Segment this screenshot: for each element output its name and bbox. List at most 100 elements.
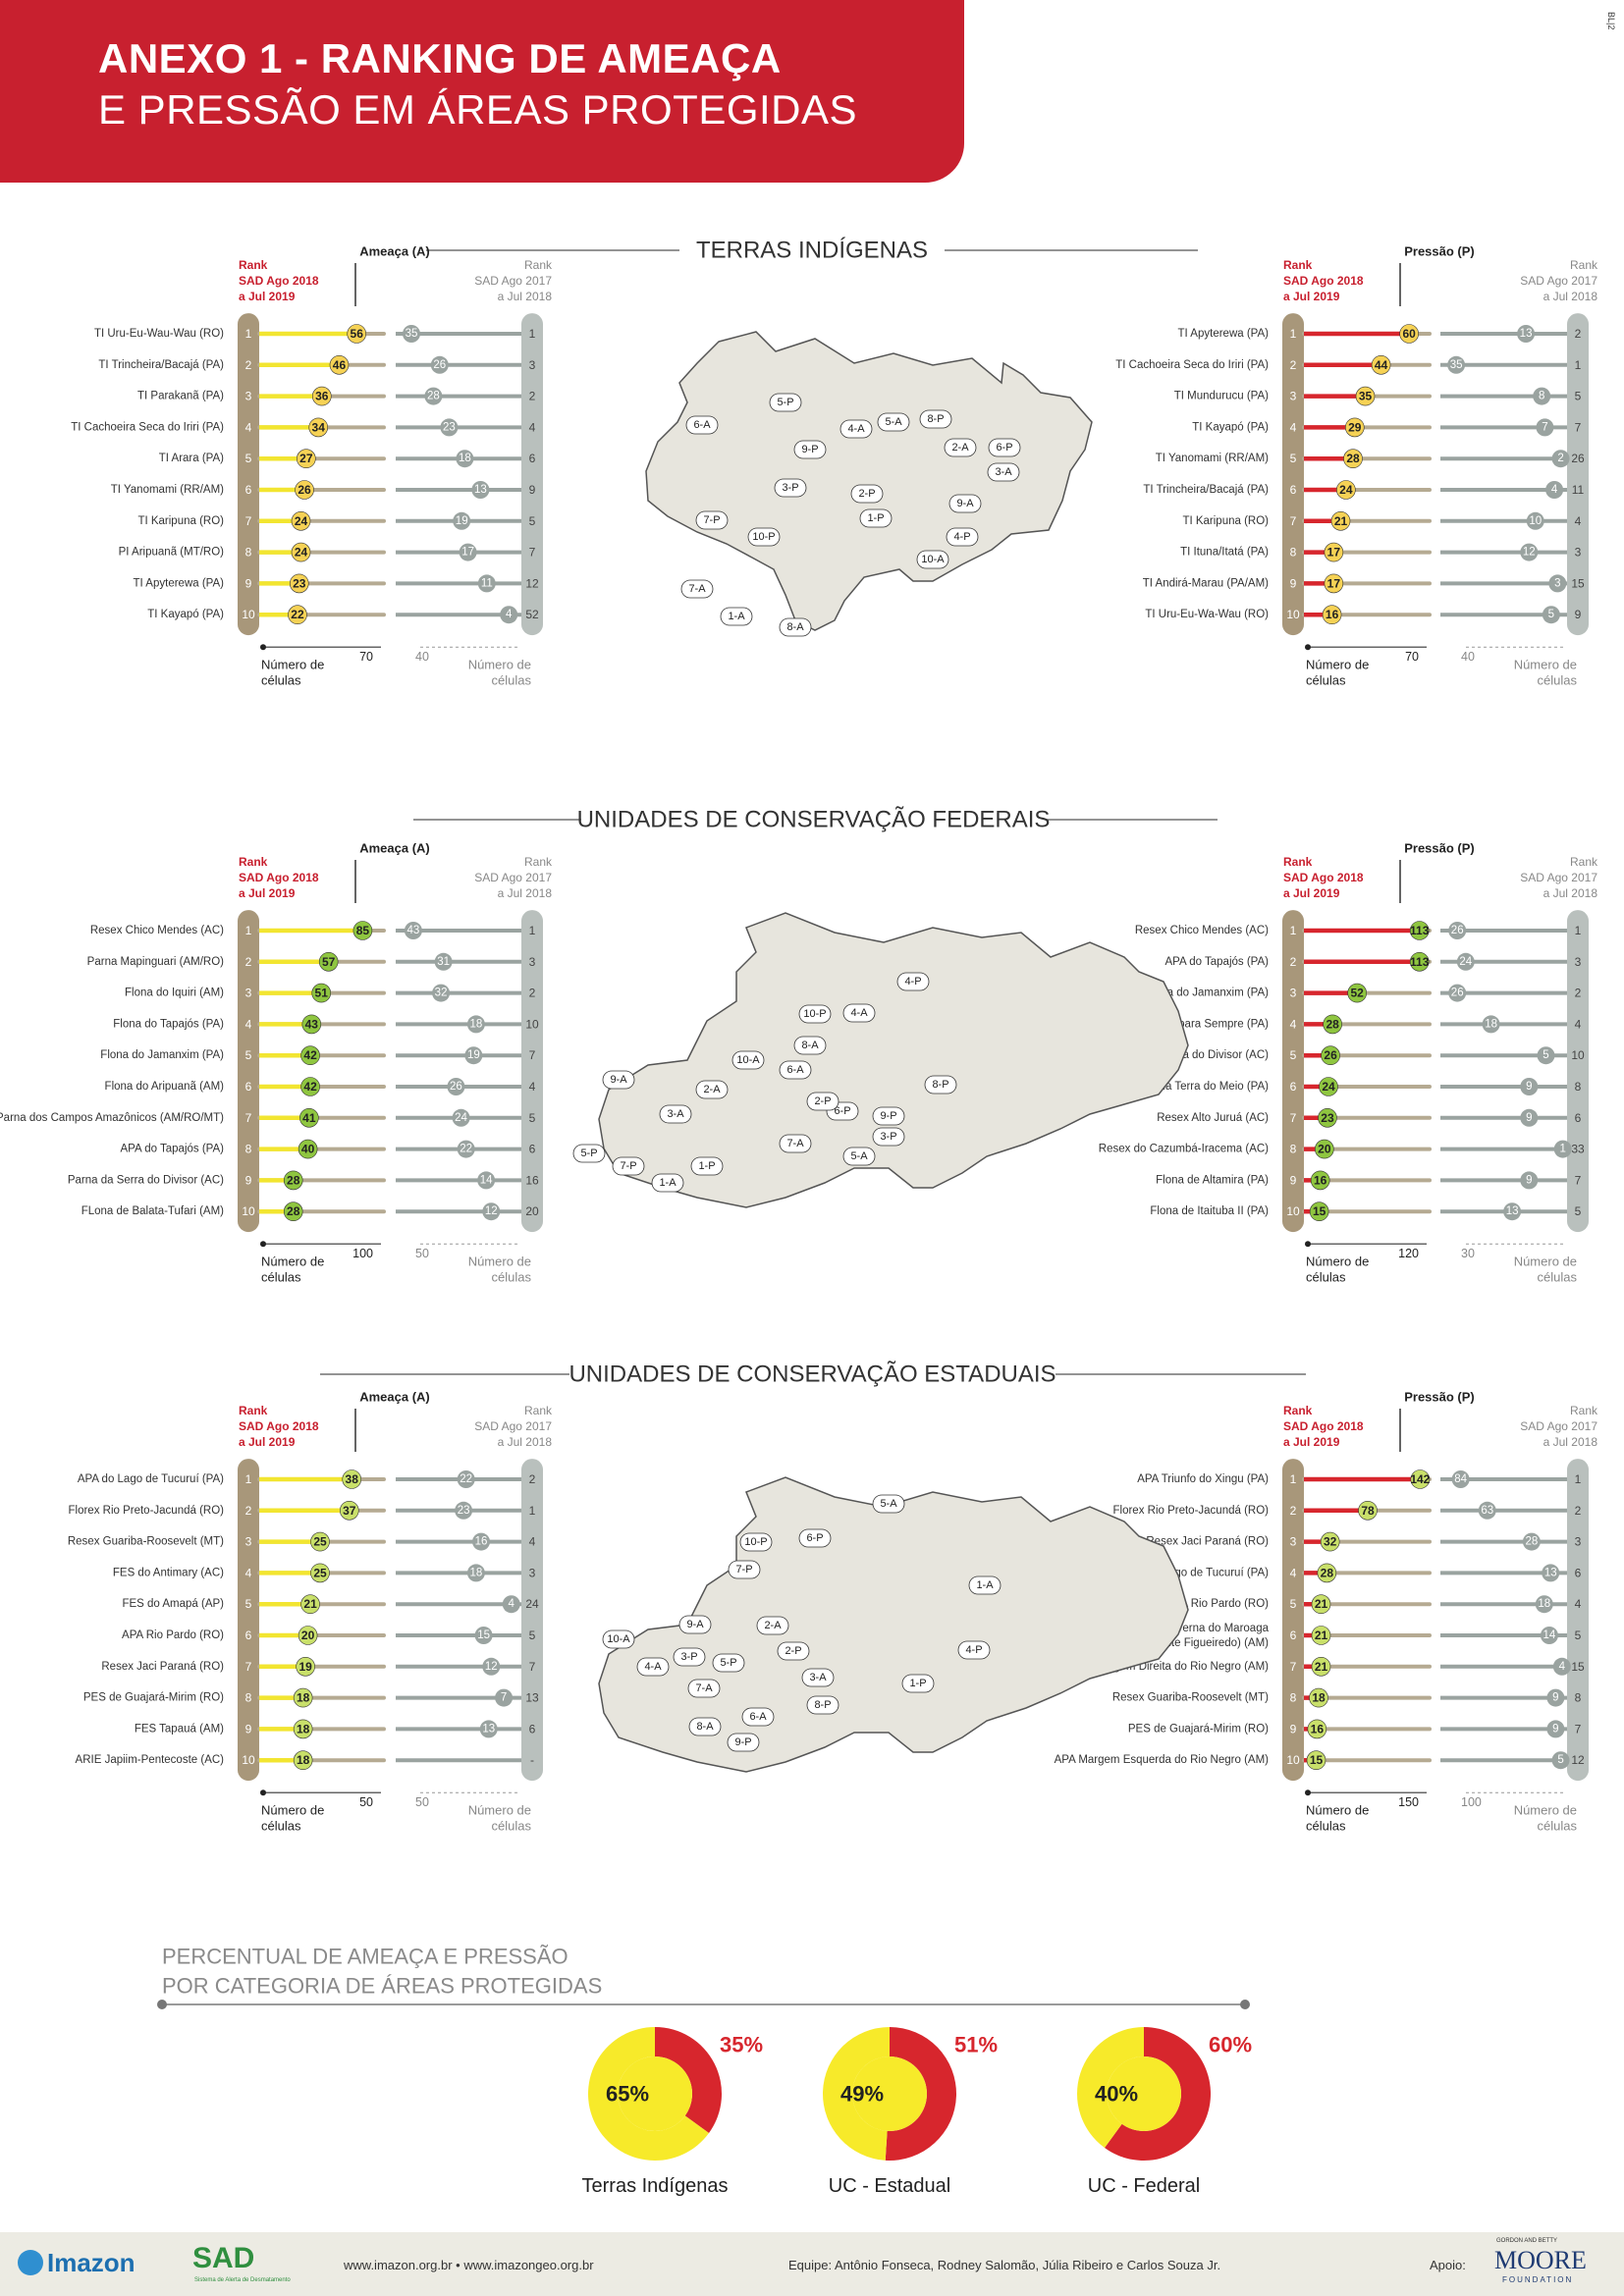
- value-circle-current: [288, 605, 307, 625]
- axis-max-current: 120: [1398, 1247, 1419, 1260]
- rank-previous: 11: [1572, 483, 1585, 497]
- value-circle-previous: [1553, 1140, 1572, 1158]
- sad-logo-sub: Sistema de Alerta de Desmatamento: [194, 2277, 291, 2283]
- value-circle-previous: [1540, 1627, 1558, 1644]
- rank-current: 9: [1290, 1722, 1297, 1735]
- rank-current: 8: [245, 1691, 252, 1705]
- rank-current: 5: [245, 1048, 252, 1062]
- axis-label: Número de: [261, 658, 324, 672]
- map-label-box: [739, 1532, 773, 1552]
- rank-column-previous: [521, 910, 543, 1233]
- area-name: PES de Guajará-Mirim (RO): [1128, 1723, 1269, 1735]
- moore-foundation: FOUNDATION: [1502, 2275, 1574, 2284]
- value-current: 38: [346, 1472, 359, 1486]
- metric-header: Ameaça (A): [359, 244, 430, 259]
- map-label: 7-P: [735, 1564, 752, 1575]
- rank-previous: 4: [529, 1080, 536, 1094]
- pressure-pct: 35%: [720, 2033, 763, 2057]
- rank-header: a Jul 2019: [239, 290, 296, 303]
- rank-current: 4: [1290, 1017, 1297, 1031]
- rank-column-current: [1282, 1459, 1304, 1782]
- donut-chart: 65% 35% Terras Indígenas: [582, 2027, 763, 2197]
- value-previous: 7: [501, 1692, 507, 1704]
- map-label-box: [680, 579, 714, 599]
- map-outline: [598, 1476, 1189, 1773]
- value-previous: 18: [1538, 1598, 1550, 1610]
- value-previous: 13: [482, 1723, 495, 1735]
- value-circle-current: [1358, 1501, 1378, 1521]
- map-label-box: [806, 1695, 839, 1715]
- rank-previous: 1: [529, 327, 536, 341]
- value-previous: 26: [1451, 925, 1464, 936]
- rank-header: SAD Ago 2018: [239, 274, 319, 288]
- rank-previous: -: [530, 1753, 534, 1767]
- area-name: FES do Amapá (AP): [122, 1598, 224, 1610]
- footer-apoio: Apoio:: [1430, 2258, 1466, 2272]
- value-current: 16: [1326, 608, 1339, 621]
- title-banner: ANEXO 1 - RANKING DE AMEAÇA E PRESSÃO EM…: [0, 0, 964, 183]
- rank-previous: 1: [529, 1504, 536, 1518]
- value-circle-previous: [1546, 1720, 1565, 1738]
- value-previous: 18: [470, 1018, 483, 1030]
- area-name: TI Uru-Eu-Wau-Wau (RO): [94, 328, 224, 340]
- axis-label-prev: células: [492, 673, 532, 688]
- value-circle-current: [283, 1170, 303, 1191]
- value-circle-current: [1399, 324, 1419, 344]
- value-circle-current: [293, 1719, 313, 1739]
- rank-previous: 3: [529, 358, 536, 372]
- value-current: 46: [333, 358, 347, 372]
- area-name: Parna dos Campos Amazônicos (AM/RO/MT): [0, 1112, 224, 1124]
- map-label-box: [756, 1616, 789, 1635]
- threat-pct: 49%: [840, 2082, 884, 2107]
- rank-current: 3: [1290, 987, 1297, 1000]
- rank-previous: 6: [529, 1143, 536, 1156]
- map-label: 1-P: [909, 1678, 926, 1689]
- moore-small: GORDON AND BETTY: [1496, 2238, 1558, 2244]
- value-current: 18: [297, 1753, 310, 1767]
- axis-label-prev: células: [492, 1270, 532, 1285]
- rank-current: 3: [245, 390, 252, 403]
- rank-column-previous: [1567, 313, 1589, 636]
- map-label-box: [779, 1060, 812, 1080]
- value-circle-current: [1309, 1687, 1328, 1708]
- area-name: Resex do Cazumbá-Iracema (AC): [1099, 1144, 1269, 1155]
- donut-slice-pressure: [885, 2027, 957, 2161]
- value-previous: 7: [1542, 421, 1547, 433]
- value-previous: 2: [1557, 453, 1563, 464]
- rank-current: 1: [245, 924, 252, 937]
- value-previous: 5: [1557, 1754, 1563, 1766]
- area-name: Flona do Aripuanã (AM): [105, 1081, 225, 1093]
- rank-previous: 10: [525, 1017, 539, 1031]
- rank-previous: 6: [529, 452, 536, 465]
- rank-header-prev: a Jul 2018: [1543, 886, 1598, 900]
- rank-previous: 2: [529, 1472, 536, 1486]
- value-circle-current: [1355, 386, 1376, 406]
- rank-previous: 4: [529, 1535, 536, 1549]
- rank-previous: 2: [1575, 1504, 1582, 1518]
- value-circle-previous: [1542, 1564, 1560, 1582]
- value-circle-current: [293, 1750, 313, 1770]
- value-circle-current: [291, 510, 311, 531]
- rank-previous: 3: [1575, 955, 1582, 969]
- rank-previous: 24: [525, 1597, 539, 1611]
- rank-current: 2: [1290, 955, 1297, 969]
- map-label: 8-A: [801, 1040, 819, 1051]
- area-name: Resex Chico Mendes (AC): [1135, 925, 1269, 936]
- axis-dot: [260, 644, 266, 651]
- map-label-box: [774, 478, 807, 498]
- rank-current: 9: [245, 576, 252, 590]
- map-label-box: [968, 1575, 1001, 1595]
- value-previous: 5: [1543, 1049, 1548, 1061]
- value-circle-previous: [1517, 325, 1536, 343]
- rank-column-previous: [1567, 1459, 1589, 1782]
- map-label: 5-P: [777, 397, 793, 408]
- map-label-box: [690, 1156, 724, 1176]
- area-name: TI Yanomami (RR/AM): [111, 484, 224, 496]
- rank-current: 5: [245, 452, 252, 465]
- area-name: TI Arara (PA): [159, 453, 224, 464]
- value-current: 28: [1321, 1566, 1334, 1579]
- map-label-box: [651, 1173, 684, 1193]
- map-label: 4-A: [644, 1661, 662, 1673]
- value-previous: 26: [1451, 988, 1464, 999]
- value-current: 21: [1315, 1597, 1328, 1611]
